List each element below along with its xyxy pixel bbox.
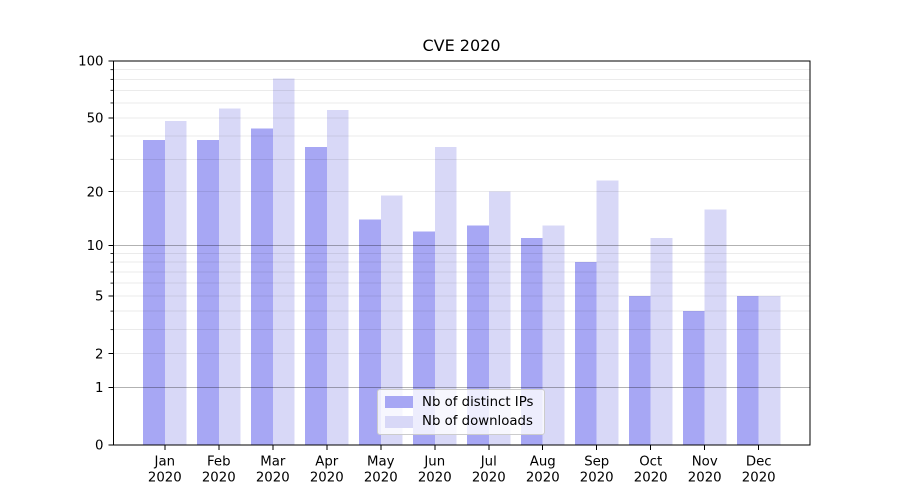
x-tick-label-year: 2020 — [688, 471, 722, 486]
x-tick-label-month: Mar — [260, 455, 286, 470]
x-tick-label-month: May — [367, 455, 395, 470]
x-tick-label-year: 2020 — [580, 471, 614, 486]
legend-swatch-distinct-ips — [385, 396, 413, 409]
x-tick-label-month: Jul — [480, 455, 497, 470]
bar-downloads-jul — [488, 191, 511, 445]
x-tick-label-year: 2020 — [418, 471, 452, 486]
x-tick-label-year: 2020 — [472, 471, 506, 486]
x-tick-label-month: Dec — [746, 455, 772, 470]
x-tick-label-year: 2020 — [202, 471, 236, 486]
bar-downloads-apr — [326, 110, 349, 445]
y-tick-label: 1 — [95, 381, 103, 396]
y-tick-label: 2 — [95, 347, 103, 362]
legend-item-distinct-ips: Nb of distinct IPs — [385, 395, 544, 410]
bar-downloads-may — [380, 195, 403, 445]
x-tick-label-month: Feb — [207, 455, 231, 470]
legend: Nb of distinct IPs Nb of downloads — [377, 389, 545, 435]
x-tick-label-year: 2020 — [742, 471, 776, 486]
bar-distinct-ips-dec — [737, 295, 759, 445]
bar-downloads-mar — [272, 78, 295, 445]
bar-distinct-ips-oct — [629, 295, 651, 445]
x-tick-label-year: 2020 — [310, 471, 344, 486]
bar-downloads-nov — [704, 209, 727, 445]
y-tick-label: 50 — [87, 112, 104, 127]
bar-distinct-ips-mar — [251, 128, 273, 445]
chart-title: CVE 2020 — [422, 36, 501, 55]
bar-distinct-ips-apr — [305, 146, 327, 445]
x-tick-label-year: 2020 — [364, 471, 398, 486]
bar-downloads-dec — [758, 295, 781, 445]
x-tick-label-month: Nov — [692, 455, 718, 470]
x-tick-label-year: 2020 — [634, 471, 668, 486]
legend-swatch-downloads — [385, 415, 413, 428]
y-tick-label: 20 — [87, 185, 104, 200]
bar-downloads-jan — [164, 121, 187, 446]
legend-label-distinct-ips: Nb of distinct IPs — [422, 394, 534, 410]
x-tick-label-month: Jan — [154, 455, 176, 470]
bar-downloads-aug — [542, 225, 565, 445]
bar-distinct-ips-sep — [575, 262, 597, 445]
bar-downloads-feb — [218, 108, 241, 445]
y-tick-label: 5 — [95, 290, 103, 305]
y-tick-label: 100 — [78, 55, 103, 70]
x-tick-label-year: 2020 — [526, 471, 560, 486]
x-tick-label-month: Jun — [423, 455, 445, 470]
x-tick-label-month: Aug — [530, 455, 556, 470]
bar-distinct-ips-feb — [197, 140, 219, 446]
bar-downloads-sep — [596, 180, 619, 445]
x-tick-label-year: 2020 — [148, 471, 182, 486]
y-tick-label: 10 — [87, 239, 104, 254]
bar-distinct-ips-jan — [143, 140, 165, 446]
x-tick-label-month: Oct — [639, 455, 662, 470]
x-tick-label-month: Sep — [584, 455, 609, 470]
legend-item-downloads: Nb of downloads — [385, 414, 544, 429]
plot-border — [113, 60, 811, 446]
bar-distinct-ips-may — [359, 219, 381, 445]
bar-downloads-oct — [650, 238, 673, 445]
bar-distinct-ips-nov — [683, 311, 705, 445]
x-tick-label-year: 2020 — [256, 471, 290, 486]
legend-label-downloads: Nb of downloads — [422, 414, 533, 430]
y-tick-label: 0 — [95, 439, 103, 454]
bar-downloads-jun — [434, 146, 457, 445]
x-tick-label-month: Apr — [315, 455, 339, 470]
